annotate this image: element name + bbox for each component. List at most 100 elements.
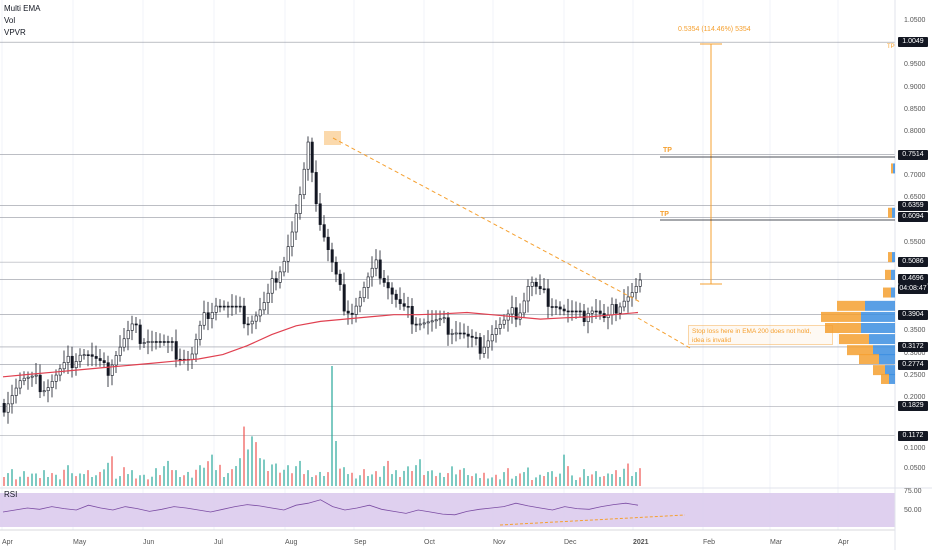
candle-body	[226, 305, 230, 308]
volume-bar	[447, 473, 449, 486]
ema-200-line	[2, 311, 639, 378]
volume-bar	[163, 466, 165, 486]
candle-body	[262, 302, 266, 311]
candle-body	[494, 328, 498, 335]
volume-bar	[599, 476, 601, 486]
volume-bar	[27, 476, 29, 486]
candle-body	[282, 260, 286, 273]
stop-loss-text-2: idea is invalid	[692, 337, 732, 344]
volume-bar	[55, 474, 57, 486]
candle-body	[278, 271, 282, 283]
price-tick: 0.1000	[904, 445, 926, 452]
tp-label-top: TP	[887, 44, 895, 50]
candle-body	[130, 323, 134, 331]
candle-body	[170, 341, 174, 343]
vpvr-orange-bar	[888, 252, 892, 263]
candle-body	[134, 323, 138, 326]
volume-bar	[431, 470, 433, 486]
candle-body	[486, 340, 490, 348]
indicator-vpvr[interactable]: VPVR	[4, 28, 26, 37]
volume-bar	[435, 476, 437, 486]
candle-body	[446, 317, 450, 335]
indicator-rsi[interactable]: RSI	[4, 490, 18, 499]
candle-body	[230, 305, 234, 308]
price-level-label: 0.7514	[898, 149, 928, 160]
candle-body	[394, 293, 398, 300]
volume-bar	[47, 477, 49, 486]
price-level-label: 0.3904	[898, 309, 928, 320]
candle-body	[558, 306, 562, 310]
candle-body	[338, 273, 342, 285]
time-tick: Jul	[214, 539, 223, 546]
volume-bar	[147, 479, 149, 486]
volume-bar	[335, 441, 337, 486]
volume-bar	[563, 454, 565, 486]
candle-body	[598, 310, 602, 314]
vpvr-blue-bar	[892, 207, 895, 218]
volume-bar	[167, 460, 169, 486]
candle-body	[174, 341, 178, 360]
candle-body	[70, 355, 74, 369]
candle-body	[214, 305, 218, 313]
price-level-label: 0.6359	[898, 200, 928, 211]
candle-body	[110, 364, 114, 376]
volume-bar	[535, 477, 537, 486]
volume-bar	[87, 470, 89, 486]
time-tick: 2021	[633, 539, 649, 546]
candle-body	[2, 403, 6, 413]
indicator-multi-ema[interactable]: Multi EMA	[4, 4, 41, 13]
volume-bar	[331, 366, 333, 486]
candle-body	[86, 354, 90, 356]
vpvr-blue-bar	[869, 334, 895, 345]
price-level-label: 0.3172	[898, 341, 928, 352]
candle-body	[18, 380, 22, 389]
volume-bar	[71, 473, 73, 486]
vpvr-orange-bar	[839, 334, 869, 345]
candle-body	[622, 300, 626, 308]
candle-body	[330, 249, 334, 263]
volume-bar	[215, 470, 217, 486]
candle-body	[422, 322, 426, 325]
candle-body	[566, 310, 570, 313]
volume-bar	[367, 476, 369, 486]
candle-body	[306, 141, 310, 170]
volume-bar	[79, 473, 81, 486]
volume-bar	[539, 474, 541, 486]
volume-bar	[543, 476, 545, 486]
candle-body	[162, 341, 166, 343]
candle-body	[270, 278, 274, 294]
candle-body	[454, 332, 458, 335]
candle-body	[382, 277, 386, 283]
volume-bar	[263, 459, 265, 486]
volume-bar	[231, 469, 233, 486]
candle-body	[46, 387, 50, 392]
candle-body	[118, 346, 122, 356]
candle-body	[554, 306, 558, 308]
volume-bar	[195, 469, 197, 486]
candle-body	[530, 281, 534, 287]
candle-body	[190, 353, 194, 360]
tp-label-1: TP	[663, 147, 672, 154]
volume-bar	[123, 467, 125, 486]
volume-bar	[31, 473, 33, 486]
candle-body	[626, 296, 630, 302]
candle-body	[518, 312, 522, 320]
volume-bar	[351, 472, 353, 486]
volume-bar	[371, 474, 373, 486]
volume-bar	[583, 469, 585, 486]
candle-body	[74, 361, 78, 369]
volume-bar	[23, 471, 25, 486]
candle-body	[210, 312, 214, 319]
volume-bar	[175, 470, 177, 486]
stop-dashed-line	[637, 317, 691, 349]
volume-bar	[51, 473, 53, 486]
stop-loss-text-1: Stop loss here in EMA 200 does not hold,	[692, 328, 812, 335]
candle-body	[390, 287, 394, 295]
volume-bar	[547, 472, 549, 486]
volume-bar	[527, 467, 529, 486]
price-level-label: 0.1829	[898, 401, 928, 412]
volume-bar	[283, 469, 285, 486]
indicator-vol[interactable]: Vol	[4, 16, 16, 25]
